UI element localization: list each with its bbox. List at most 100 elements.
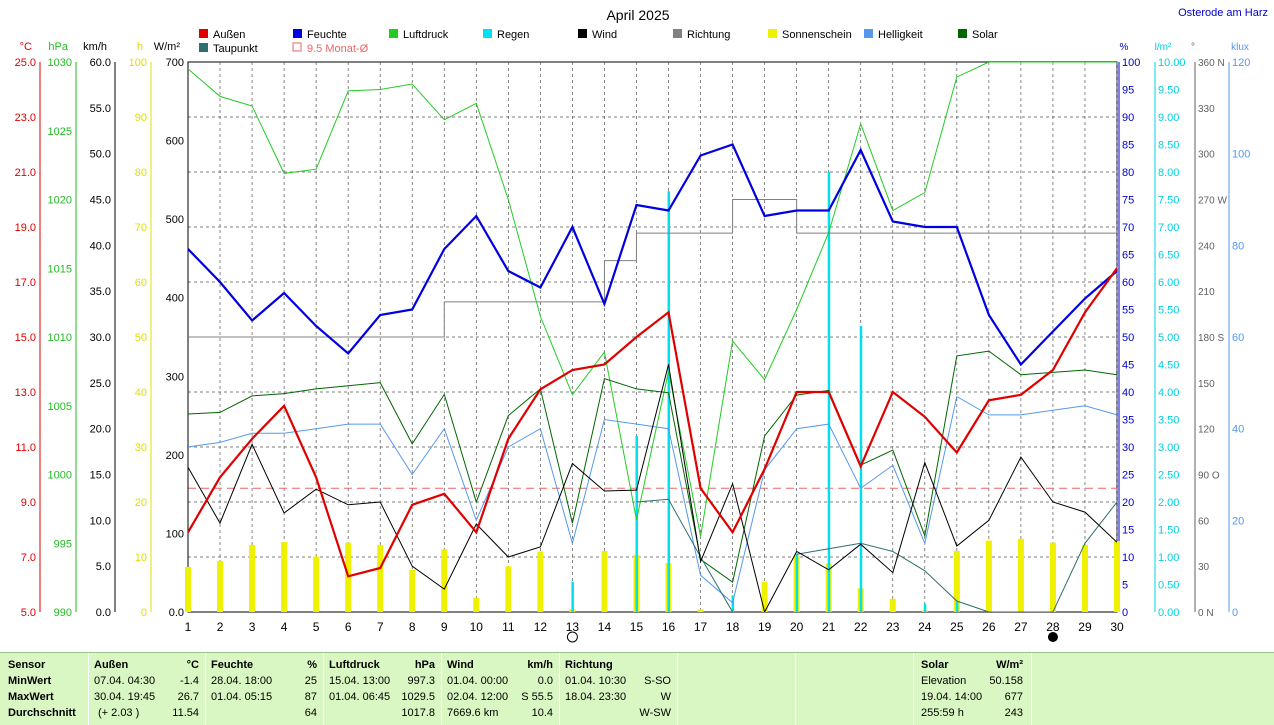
legend-label: Luftdruck bbox=[403, 29, 449, 41]
stats-header-richtung: Richtung bbox=[565, 659, 613, 671]
new-moon-icon bbox=[1047, 632, 1058, 642]
right-axis-unit: ° bbox=[1191, 42, 1195, 53]
left-axis-tick: 35.0 bbox=[90, 286, 111, 298]
x-tick-label: 17 bbox=[694, 620, 708, 634]
luftdruck-max-val: 1029.5 bbox=[401, 691, 435, 703]
left-axis-tick: 600 bbox=[166, 136, 184, 148]
right-axis-tick: 0 bbox=[1122, 607, 1128, 619]
feuchte-max-val: 87 bbox=[304, 691, 317, 703]
wind-distance: 7669.6 km bbox=[447, 707, 499, 719]
statistics-panel: Sensor MinWert MaxWert Durchschnitt Auße… bbox=[0, 652, 1274, 725]
x-tick-label: 21 bbox=[822, 620, 836, 634]
right-axis-tick: 20 bbox=[1122, 497, 1134, 509]
right-axis-tick: 360 N bbox=[1198, 58, 1225, 69]
right-axis-tick: 60 bbox=[1198, 516, 1210, 527]
right-axis-tick: 210 bbox=[1198, 287, 1215, 298]
right-axis-tick: 80 bbox=[1232, 240, 1244, 252]
right-axis-tick: 45 bbox=[1122, 360, 1134, 372]
right-axis-tick: 0 N bbox=[1198, 608, 1214, 619]
x-tick-label: 27 bbox=[1014, 620, 1028, 634]
right-axis-tick: 1.00 bbox=[1158, 552, 1179, 564]
x-tick-label: 23 bbox=[886, 620, 900, 634]
stats-empty-col-3 bbox=[1031, 653, 1261, 725]
left-axis-tick: 40.0 bbox=[90, 240, 111, 252]
series-lines bbox=[188, 62, 1117, 612]
stats-row-min: MinWert bbox=[8, 675, 52, 687]
left-axis-tick: 990 bbox=[54, 607, 72, 619]
right-axis-unit: klux bbox=[1231, 42, 1249, 53]
right-axis-tick: 40 bbox=[1122, 387, 1134, 399]
legend-label: Wind bbox=[592, 29, 617, 41]
right-axis-tick: 95 bbox=[1122, 85, 1134, 97]
left-axis-tick: 0 bbox=[141, 607, 147, 619]
solar-elevation-label: Elevation bbox=[921, 675, 967, 687]
right-axis-tick: 150 bbox=[1198, 379, 1215, 390]
right-axis-tick: 15 bbox=[1122, 525, 1134, 537]
series-line-luftdruck bbox=[188, 62, 1117, 537]
series-line-solar bbox=[188, 350, 1117, 583]
right-axis-tick: 240 bbox=[1198, 241, 1215, 252]
right-axis-tick: 3.50 bbox=[1158, 415, 1179, 427]
stats-unit-solar: W/m² bbox=[996, 659, 1023, 671]
aussen-max-val: 26.7 bbox=[177, 691, 199, 703]
x-tick-label: 30 bbox=[1110, 620, 1124, 634]
left-axis-tick: 70 bbox=[135, 222, 147, 234]
legend-label: Regen bbox=[497, 29, 529, 41]
solar-max-date: 19.04. 14:00 bbox=[921, 691, 983, 703]
left-axis-tick: 55.0 bbox=[90, 103, 111, 115]
right-axis-tick: 85 bbox=[1122, 140, 1134, 152]
right-axis-tick: 100 bbox=[1232, 149, 1250, 161]
stats-luftdruck-col: Luftdruck hPa 15.04. 13:00 997.3 01.04. … bbox=[323, 653, 442, 725]
legend: Außen Feuchte Luftdruck Regen Wind Richtung So… bbox=[199, 29, 998, 55]
sunshine-bar bbox=[697, 609, 704, 612]
sunshine-bar bbox=[889, 598, 896, 612]
rain-bar bbox=[667, 191, 671, 612]
rain-bar bbox=[859, 326, 863, 612]
left-axis-tick: 17.0 bbox=[15, 277, 36, 289]
weather-chart: °C25.023.021.019.017.015.013.011.09.07.0… bbox=[15, 7, 1268, 643]
stats-unit-wind: km/h bbox=[527, 659, 553, 671]
stats-header-solar: Solar bbox=[921, 659, 949, 671]
right-axis-tick: 4.00 bbox=[1158, 387, 1179, 399]
left-axis-tick: 13.0 bbox=[15, 387, 36, 399]
x-tick-label: 12 bbox=[534, 620, 548, 634]
wind-avg-val: 10.4 bbox=[531, 707, 553, 719]
left-axis-tick: 300 bbox=[166, 371, 184, 383]
left-axis-tick: 19.0 bbox=[15, 222, 36, 234]
x-tick-label: 25 bbox=[950, 620, 964, 634]
right-axis-tick: 30 bbox=[1122, 442, 1134, 454]
x-tick-label: 16 bbox=[662, 620, 676, 634]
legend-swatch bbox=[864, 29, 873, 38]
feuchte-min-date: 28.04. 18:00 bbox=[211, 675, 273, 687]
right-axis-unit: l/m² bbox=[1155, 42, 1172, 53]
x-tick-label: 13 bbox=[566, 620, 580, 634]
right-axis-tick: 330 bbox=[1198, 104, 1215, 115]
richtung-max-val: W bbox=[660, 691, 671, 703]
x-tick-label: 6 bbox=[345, 620, 352, 634]
stats-unit-feuchte: % bbox=[307, 659, 317, 671]
aussen-max-date: 30.04. 19:45 bbox=[94, 691, 156, 703]
right-axis-tick: 0.00 bbox=[1158, 607, 1179, 619]
stats-unit-aussen: °C bbox=[186, 659, 199, 671]
left-axis-tick: 30.0 bbox=[90, 332, 111, 344]
stats-solar-col: Solar W/m² Elevation 50.158 19.04. 14:00… bbox=[913, 653, 1032, 725]
right-axis-tick: 65 bbox=[1122, 250, 1134, 262]
left-axis-tick: 1025 bbox=[48, 126, 72, 138]
x-tick-label: 11 bbox=[502, 620, 515, 634]
sunshine-bar bbox=[537, 551, 544, 612]
richtung-avg-val: W-SW bbox=[639, 707, 671, 719]
right-axis-tick: 100 bbox=[1122, 57, 1140, 69]
stats-wind-col: Wind km/h 01.04. 00:00 0.0 02.04. 12:00 … bbox=[441, 653, 560, 725]
left-axis-tick: 21.0 bbox=[15, 167, 36, 179]
left-axis-tick: 10.0 bbox=[90, 515, 111, 527]
legend-label: 9.5 Monat-Ø bbox=[307, 43, 369, 55]
right-axis-tick: 7.00 bbox=[1158, 222, 1179, 234]
right-axis-tick: 10.00 bbox=[1158, 57, 1186, 69]
wind-max-val: S 55.5 bbox=[521, 691, 553, 703]
luftdruck-max-date: 01.04. 06:45 bbox=[329, 691, 391, 703]
stats-unit-luftdruck: hPa bbox=[414, 659, 435, 671]
x-tick-label: 26 bbox=[982, 620, 996, 634]
left-axis-unit: h bbox=[137, 41, 143, 53]
left-axis-unit: W/m² bbox=[154, 41, 181, 53]
legend-swatch bbox=[958, 29, 967, 38]
